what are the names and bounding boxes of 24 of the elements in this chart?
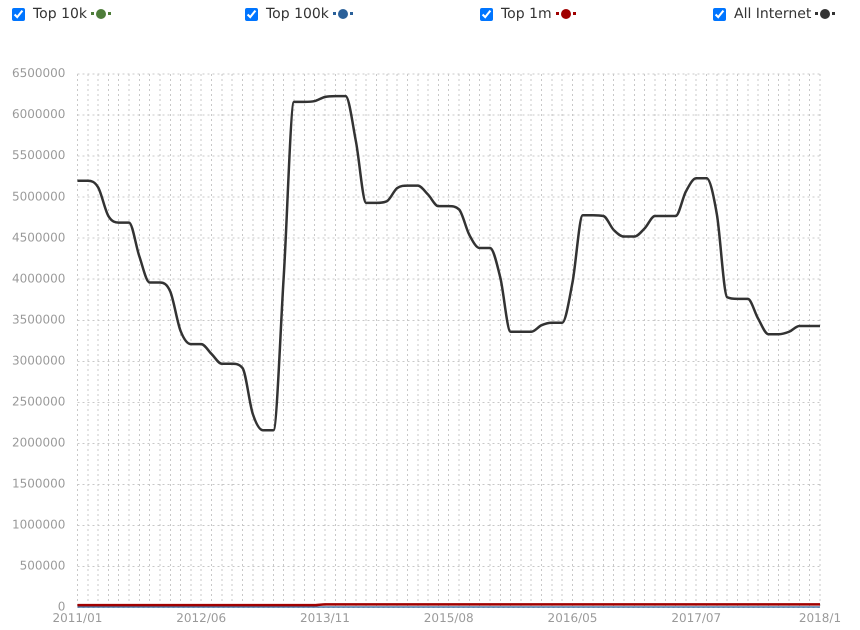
y-tick-label: 4500000	[12, 230, 66, 244]
y-tick-label: 6000000	[12, 107, 66, 122]
y-tick-label: 5000000	[12, 189, 66, 204]
legend-label: All Internet	[734, 6, 812, 22]
x-tick-label: 2016/05	[548, 610, 598, 625]
y-tick-label: 6500000	[12, 66, 66, 80]
x-tick-label: 2012/06	[176, 610, 226, 625]
y-tick-label: 2500000	[12, 394, 66, 408]
legend-label: Top 1m	[501, 6, 552, 22]
x-tick-label: 2015/08	[424, 610, 474, 625]
y-tick-label: 1500000	[12, 476, 66, 491]
y-tick-label: 2000000	[12, 436, 66, 450]
y-tick-label: 5500000	[12, 148, 66, 162]
x-tick-label: 2017/07	[671, 610, 722, 625]
line-series	[76, 94, 822, 432]
y-tick-label: 3500000	[12, 312, 66, 326]
y-tick-label: 3000000	[12, 353, 66, 368]
x-tick-label: 2018/1	[798, 610, 842, 625]
y-tick-label: 500000	[20, 558, 66, 573]
legend-label: Top 10k	[33, 6, 87, 22]
x-tick-label: 2013/11	[300, 610, 350, 625]
legend-label: Top 100k	[266, 6, 329, 22]
y-tick-label: 1000000	[12, 518, 66, 532]
y-tick-label: 4000000	[12, 271, 66, 286]
